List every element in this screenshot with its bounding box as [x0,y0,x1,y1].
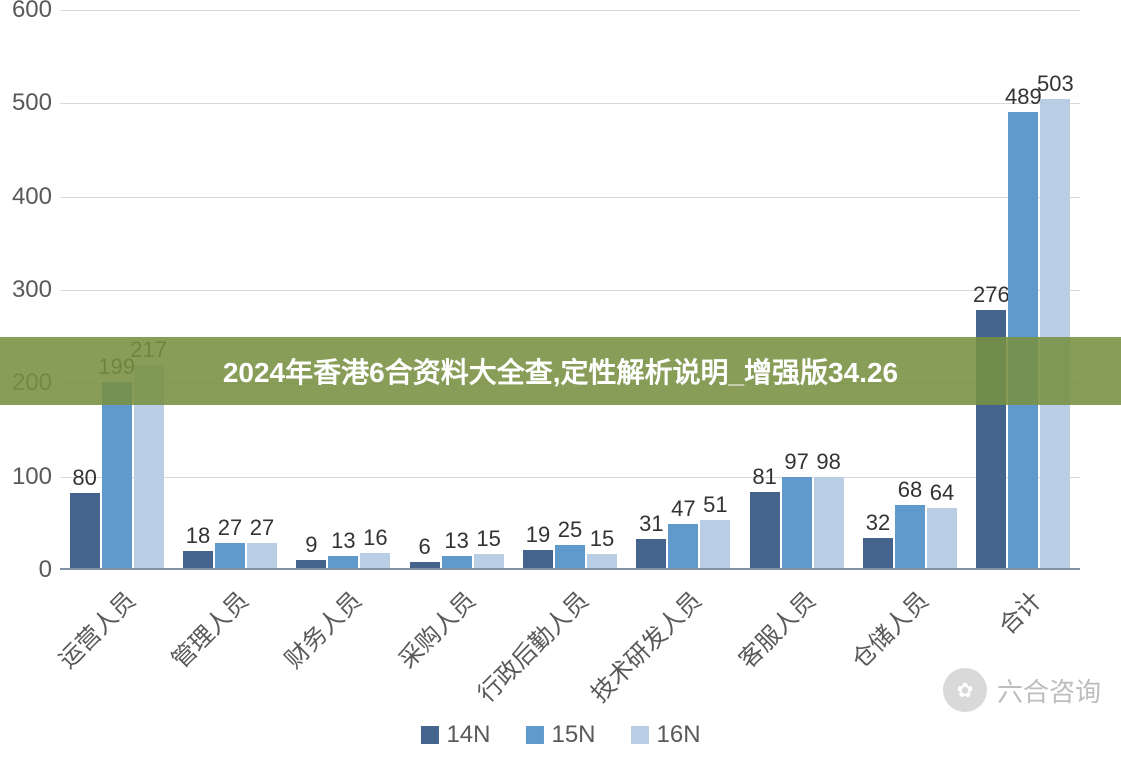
bar-value-label: 276 [973,282,1010,308]
bar-value-label: 68 [898,477,922,503]
bar: 31 [636,539,666,568]
bar-value-label: 32 [866,510,890,536]
x-tick-label: 运营人员 [49,582,142,675]
bar-value-label: 27 [250,515,274,541]
bar-value-label: 80 [72,465,96,491]
bar-value-label: 27 [218,515,242,541]
legend-swatch [420,726,438,744]
x-tick-label: 合计 [989,582,1048,641]
x-tick-label: 行政后勤人员 [468,582,595,709]
legend-label: 16N [657,721,701,749]
bar: 13 [442,556,472,568]
gridline [60,477,1080,478]
bar-value-label: 97 [784,449,808,475]
legend-label: 14N [446,721,490,749]
bar-value-label: 9 [305,532,317,558]
bar: 15 [474,554,504,568]
bar: 199 [102,382,132,568]
overlay-text: 2024年香港6合资料大全查,定性解析说明_增强版34.26 [223,357,898,388]
bar-value-label: 47 [671,496,695,522]
chart-container: 0100200300400500600801992171827279131661… [60,10,1080,630]
y-tick-label: 300 [2,276,52,304]
x-tick-label: 仓储人员 [842,582,935,675]
x-tick-label: 财务人员 [275,582,368,675]
x-tick-label: 管理人员 [162,582,255,675]
bar-value-label: 13 [331,528,355,554]
bar: 27 [247,543,277,568]
bar: 15 [587,554,617,568]
bar-value-label: 25 [558,517,582,543]
bar: 25 [555,545,585,568]
bar-value-label: 31 [639,511,663,537]
bar: 6 [410,562,440,568]
legend-swatch [631,726,649,744]
bar-value-label: 16 [363,525,387,551]
bar-value-label: 13 [444,528,468,554]
bar: 68 [895,505,925,568]
bar-group: 91316 [296,553,390,568]
bar-group: 326864 [863,505,957,568]
bar: 13 [328,556,358,568]
bar: 80 [70,493,100,568]
bar-value-label: 81 [752,464,776,490]
watermark: ✿ 六合咨询 [943,668,1101,712]
bar-value-label: 15 [590,526,614,552]
gridline [60,290,1080,291]
bar-value-label: 15 [476,526,500,552]
bar: 503 [1040,99,1070,568]
legend-item: 15N [525,721,595,749]
bar-value-label: 503 [1037,71,1074,97]
bar-value-label: 51 [703,492,727,518]
legend-label: 15N [551,721,595,749]
y-tick-label: 400 [2,183,52,211]
legend-item: 14N [420,721,490,749]
bar-value-label: 98 [816,449,840,475]
bar-value-label: 19 [526,522,550,548]
legend-swatch [525,726,543,744]
bar: 19 [523,550,553,568]
bar-group: 61315 [410,554,504,568]
gridline [60,10,1080,11]
bar: 97 [782,477,812,568]
gridline [60,197,1080,198]
y-tick-label: 100 [2,463,52,491]
overlay-banner: 2024年香港6合资料大全查,定性解析说明_增强版34.26 [0,337,1121,405]
y-tick-label: 0 [2,556,52,584]
x-tick-label: 技术研发人员 [582,582,709,709]
bar-value-label: 6 [419,534,431,560]
y-tick-label: 500 [2,89,52,117]
bar: 27 [215,543,245,568]
gridline [60,103,1080,104]
bar: 9 [296,560,326,568]
bar-value-label: 18 [186,523,210,549]
bar: 64 [927,508,957,568]
bar-group: 314751 [636,520,730,568]
bar: 32 [863,538,893,568]
legend-item: 16N [631,721,701,749]
watermark-icon: ✿ [943,668,987,712]
y-tick-label: 600 [2,0,52,24]
bar: 47 [668,524,698,568]
bar-group: 819798 [750,477,844,568]
x-tick-label: 采购人员 [389,582,482,675]
x-tick-label: 客服人员 [729,582,822,675]
bar: 81 [750,492,780,568]
bar-value-label: 64 [930,480,954,506]
watermark-text: 六合咨询 [997,672,1101,709]
legend: 14N 15N 16N [420,721,700,749]
bar-group: 182727 [183,543,277,568]
bar: 98 [814,477,844,568]
bar: 18 [183,551,213,568]
bar: 51 [700,520,730,568]
bar-group: 192515 [523,545,617,568]
plot-area: 0100200300400500600801992171827279131661… [60,10,1080,570]
bar: 16 [360,553,390,568]
bar-group: 276489503 [976,99,1070,568]
